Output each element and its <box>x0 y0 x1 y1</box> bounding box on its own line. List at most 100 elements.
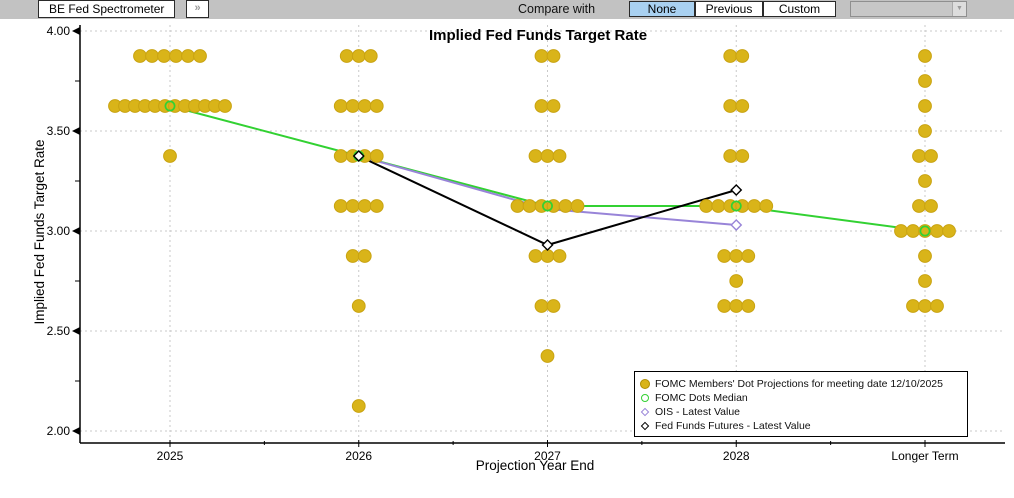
fomc-dot <box>534 99 549 113</box>
fomc-dot <box>558 199 573 213</box>
chart-text: 2026 <box>345 449 372 463</box>
fomc-dot <box>181 49 195 63</box>
fomc-dot <box>552 149 567 163</box>
fomc-dot <box>369 199 384 213</box>
fomc-dot <box>930 224 944 238</box>
fomc-dot <box>540 149 555 163</box>
fomc-dot <box>363 49 378 63</box>
fomc-dot <box>906 224 920 238</box>
chart-text: 3.50 <box>47 124 71 138</box>
latest-value-diamond-icon <box>730 219 743 231</box>
legend-label: OIS - Latest Value <box>655 406 741 418</box>
fomc-dot <box>723 49 738 63</box>
chart-text: Longer Term <box>891 449 958 463</box>
chart-text: 2.00 <box>47 424 71 438</box>
fomc-dot <box>906 299 920 313</box>
fomc-dot <box>546 49 561 63</box>
fomc-dot <box>759 199 774 213</box>
median-marker-icon <box>164 100 176 112</box>
fomc-dot <box>522 199 537 213</box>
fomc-dot <box>357 249 372 263</box>
expand-tabs-button[interactable]: » <box>186 0 209 18</box>
fomc-dot <box>534 49 549 63</box>
fomc-dot <box>741 249 756 263</box>
fomc-dot <box>345 199 360 213</box>
fomc-dot <box>918 99 932 113</box>
compare-none-button[interactable]: None <box>629 1 695 17</box>
fomc-dot <box>193 49 207 63</box>
fomc-dot <box>735 149 750 163</box>
fomc-dot <box>729 274 744 288</box>
legend-item-ois: OIS - Latest Value <box>640 405 967 419</box>
ois-diamond-marker-icon <box>640 407 650 417</box>
fomc-dot <box>546 299 561 313</box>
legend-label: FOMC Dots Median <box>655 392 748 404</box>
dropdown-arrow-icon: ▼ <box>952 2 966 16</box>
fomc-dot <box>163 149 177 163</box>
fomc-dot <box>918 174 932 188</box>
fomc-dot <box>729 299 744 313</box>
fomc-dot <box>540 249 555 263</box>
chart-text: 2028 <box>723 449 750 463</box>
y-tick-arrow-icon <box>72 227 80 235</box>
compare-custom-button[interactable]: Custom <box>763 1 836 17</box>
fomc-dot <box>735 49 750 63</box>
fomc-dot <box>345 99 360 113</box>
fomc-dot <box>528 249 543 263</box>
fomc-dot <box>145 49 159 63</box>
fomc-dot <box>924 149 938 163</box>
fomc-dot <box>510 199 525 213</box>
fomc-dot <box>351 49 366 63</box>
latest-value-diamond-icon <box>352 150 365 162</box>
y-tick-arrow-icon <box>72 327 80 335</box>
median-marker-icon <box>730 200 742 212</box>
y-tick-arrow-icon <box>72 27 80 35</box>
compare-custom-dropdown[interactable]: ▼ <box>850 1 967 17</box>
futures-diamond-marker-icon <box>640 421 650 431</box>
fomc-dot <box>333 199 348 213</box>
fomc-dot-marker-icon <box>640 379 650 389</box>
fomc-dot <box>924 199 938 213</box>
fomc-dot <box>357 199 372 213</box>
median-marker-icon <box>542 200 553 212</box>
fomc-dot <box>723 99 738 113</box>
series-line <box>169 105 926 232</box>
fomc-dot <box>333 149 348 163</box>
compare-previous-button[interactable]: Previous <box>695 1 763 17</box>
fomc-dot <box>570 199 585 213</box>
fomc-dot <box>717 299 732 313</box>
chart-text: Implied Fed Funds Target Rate <box>429 27 647 44</box>
median-marker-icon <box>919 225 931 237</box>
fomc-dot <box>747 199 762 213</box>
fomc-dot <box>218 99 232 113</box>
fomc-dot <box>534 299 549 313</box>
chart-text: 2025 <box>157 449 184 463</box>
fomc-dot <box>528 149 543 163</box>
toolbar: BE Fed Spectrometer » Compare with None … <box>0 0 1014 19</box>
chart-text: 2027 <box>534 449 561 463</box>
chevrons-right-icon: » <box>194 2 201 14</box>
chart-text: 3.00 <box>47 224 71 238</box>
compare-with-label: Compare with <box>518 2 596 16</box>
chart-text: 2.50 <box>47 324 71 338</box>
legend-item-median: FOMC Dots Median <box>640 391 967 405</box>
legend: FOMC Members' Dot Projections for meetin… <box>634 371 968 437</box>
tab-fed-spectrometer[interactable]: BE Fed Spectrometer <box>38 0 176 18</box>
fomc-dot <box>546 99 561 113</box>
fomc-dot <box>369 149 384 163</box>
fomc-dot <box>169 49 183 63</box>
fomc-dot <box>912 199 926 213</box>
fomc-dot <box>729 249 744 263</box>
fomc-dot <box>345 249 360 263</box>
y-tick-arrow-icon <box>72 427 80 435</box>
legend-item-dots: FOMC Members' Dot Projections for meetin… <box>640 377 967 391</box>
fomc-dot <box>930 299 944 313</box>
fomc-dot <box>912 149 926 163</box>
fomc-dot <box>735 99 750 113</box>
fomc-dot <box>918 49 932 63</box>
fomc-dot <box>339 49 354 63</box>
fomc-dot <box>369 99 384 113</box>
fomc-dot <box>133 49 147 63</box>
legend-label: FOMC Members' Dot Projections for meetin… <box>655 378 943 390</box>
